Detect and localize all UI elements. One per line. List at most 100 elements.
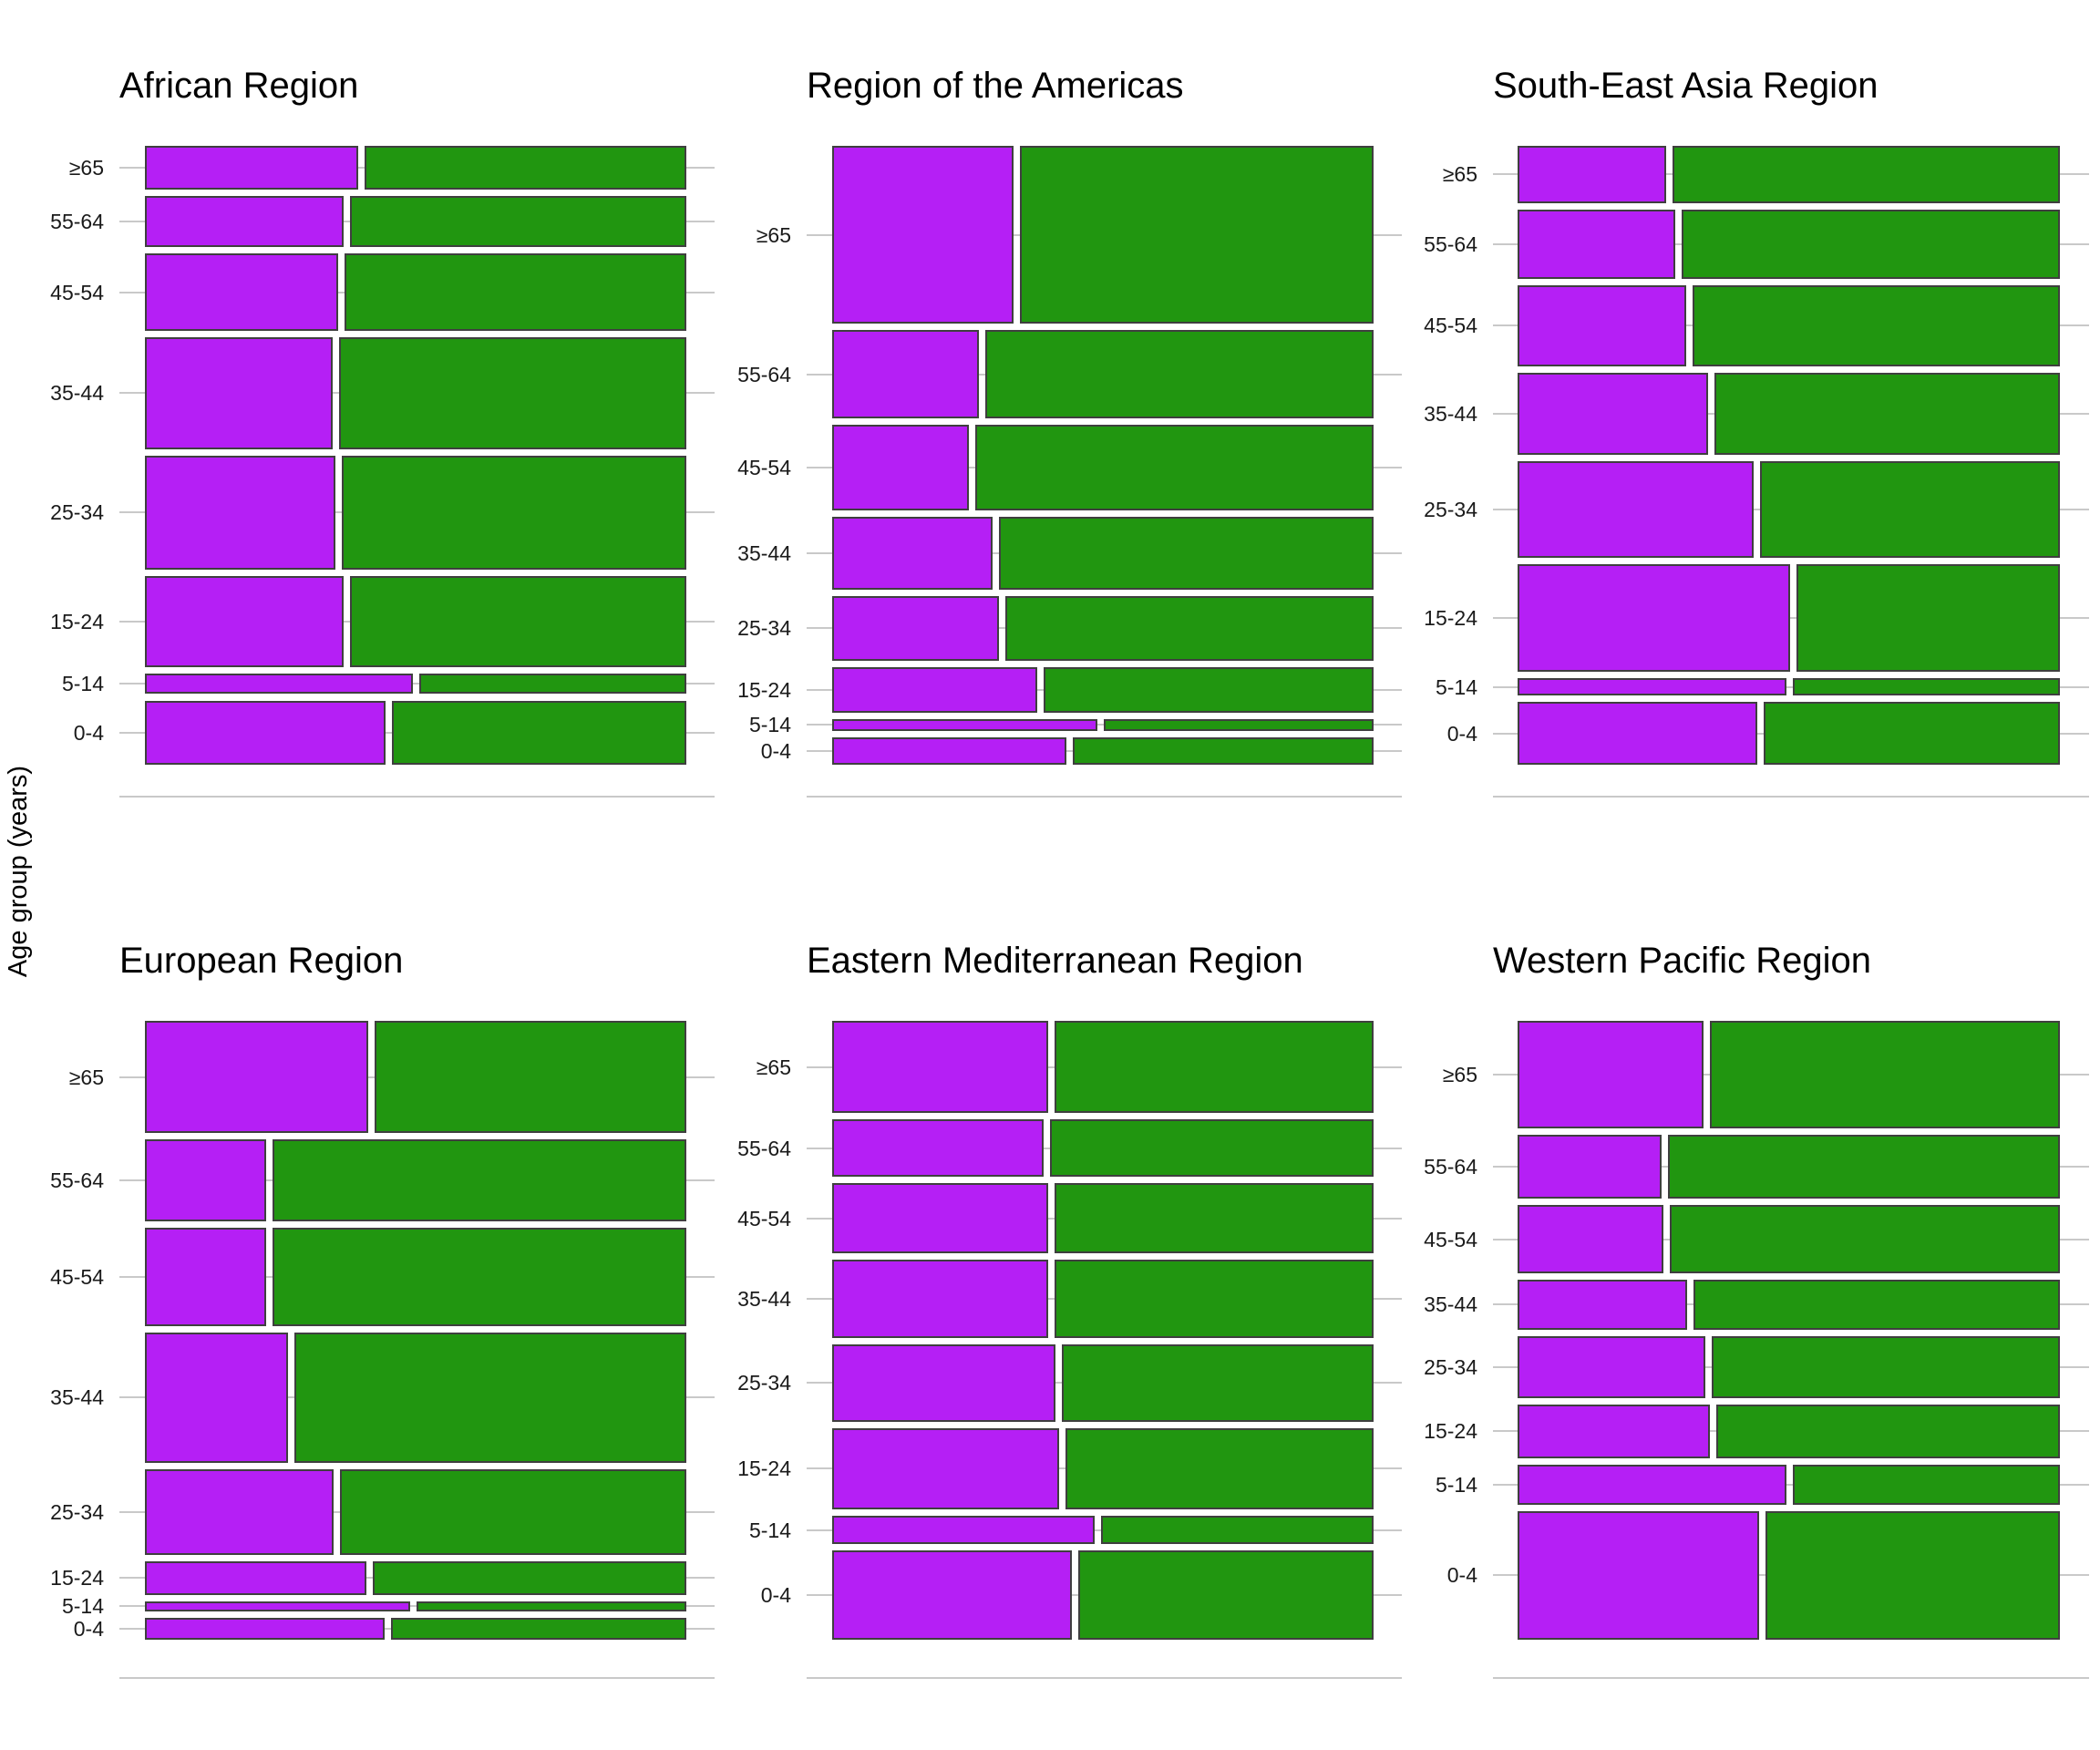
y-tick-label-eastern-mediterranean-region-65: ≥65	[756, 1055, 791, 1079]
bar-green-region-of-the-americas-0-4	[1073, 736, 1374, 765]
bar-purple-region-of-the-americas-65	[832, 146, 1014, 324]
y-tick-label-region-of-the-americas-0-4: 0-4	[760, 738, 791, 763]
bar-purple-african-region-45-54	[145, 252, 338, 332]
y-tick-label-eastern-mediterranean-region-45-54: 45-54	[737, 1206, 791, 1230]
y-tick-label-eastern-mediterranean-region-15-24: 15-24	[737, 1457, 791, 1481]
bar-purple-western-pacific-region-55-64	[1518, 1134, 1662, 1199]
bar-purple-african-region-0-4	[145, 700, 386, 765]
y-tick-label-western-pacific-region-0-4: 0-4	[1446, 1563, 1477, 1588]
bar-purple-african-region-5-14	[145, 674, 413, 695]
bar-green-western-pacific-region-5-14	[1793, 1465, 2060, 1505]
bar-green-western-pacific-region-35-44	[1693, 1279, 2060, 1331]
panel-title-region-of-the-americas: Region of the Americas	[807, 66, 1184, 106]
y-tick-label-region-of-the-americas-15-24: 15-24	[737, 677, 791, 702]
bar-purple-african-region-15-24	[145, 576, 344, 668]
gridline-south-east-asia-region-15-24	[1493, 616, 2089, 619]
bar-green-south-east-asia-region-35-44	[1714, 372, 2060, 455]
y-tick-label-african-region-5-14: 5-14	[61, 672, 104, 696]
y-tick-label-south-east-asia-region-35-44: 35-44	[1424, 401, 1477, 426]
bar-green-western-pacific-region-15-24	[1716, 1404, 2060, 1459]
y-tick-label-region-of-the-americas-25-34: 25-34	[737, 616, 791, 641]
bar-green-european-region-55-64	[273, 1139, 686, 1221]
bar-green-european-region-65	[375, 1021, 686, 1134]
y-tick-label-region-of-the-americas-5-14: 5-14	[748, 713, 791, 737]
bar-green-eastern-mediterranean-region-35-44	[1055, 1260, 1374, 1338]
bar-purple-eastern-mediterranean-region-25-34	[832, 1343, 1055, 1423]
bar-green-african-region-45-54	[345, 252, 686, 332]
y-tick-label-eastern-mediterranean-region-55-64: 55-64	[737, 1136, 791, 1160]
bar-purple-region-of-the-americas-5-14	[832, 718, 1097, 731]
y-tick-label-eastern-mediterranean-region-25-34: 25-34	[737, 1371, 791, 1395]
y-tick-label-european-region-45-54: 45-54	[50, 1264, 104, 1289]
bar-green-european-region-35-44	[294, 1332, 686, 1463]
y-tick-label-south-east-asia-region-65: ≥65	[1442, 162, 1477, 187]
gridline-western-pacific-region-5-14	[1493, 1484, 2089, 1487]
y-tick-label-region-of-the-americas-65: ≥65	[756, 222, 791, 247]
bar-purple-african-region-25-34	[145, 455, 335, 571]
y-tick-label-western-pacific-region-65: ≥65	[1442, 1062, 1477, 1086]
y-tick-label-south-east-asia-region-15-24: 15-24	[1424, 605, 1477, 630]
bar-green-region-of-the-americas-55-64	[985, 330, 1374, 419]
bar-green-african-region-5-14	[419, 674, 686, 695]
bar-purple-european-region-45-54	[145, 1227, 266, 1326]
bar-green-eastern-mediterranean-region-5-14	[1101, 1515, 1374, 1545]
y-tick-label-african-region-45-54: 45-54	[50, 280, 104, 304]
y-tick-label-western-pacific-region-25-34: 25-34	[1424, 1354, 1477, 1379]
bar-purple-european-region-5-14	[145, 1601, 410, 1612]
bar-green-african-region-15-24	[350, 576, 686, 668]
bar-purple-european-region-25-34	[145, 1468, 334, 1556]
y-tick-label-region-of-the-americas-55-64: 55-64	[737, 362, 791, 386]
bar-purple-european-region-35-44	[145, 1332, 288, 1463]
bar-purple-region-of-the-americas-45-54	[832, 425, 969, 510]
bar-purple-european-region-0-4	[145, 1618, 385, 1640]
bar-purple-eastern-mediterranean-region-65	[832, 1021, 1048, 1114]
bar-purple-western-pacific-region-35-44	[1518, 1279, 1687, 1331]
bar-green-eastern-mediterranean-region-55-64	[1050, 1119, 1374, 1178]
bar-purple-european-region-15-24	[145, 1561, 366, 1595]
y-axis-title: Age group (years)	[4, 765, 33, 978]
bar-purple-south-east-asia-region-45-54	[1518, 284, 1686, 366]
bar-green-european-region-15-24	[373, 1561, 686, 1595]
bar-purple-western-pacific-region-45-54	[1518, 1205, 1663, 1273]
bar-purple-eastern-mediterranean-region-5-14	[832, 1515, 1095, 1545]
bar-green-african-region-25-34	[342, 455, 686, 571]
bar-green-eastern-mediterranean-region-65	[1055, 1021, 1374, 1114]
bar-green-african-region-35-44	[339, 337, 686, 449]
bar-purple-region-of-the-americas-15-24	[832, 667, 1037, 713]
bar-green-european-region-5-14	[417, 1601, 686, 1612]
bar-purple-south-east-asia-region-55-64	[1518, 209, 1675, 279]
bar-purple-western-pacific-region-25-34	[1518, 1336, 1705, 1398]
bar-green-south-east-asia-region-65	[1673, 146, 2060, 203]
x-axis-line-region-of-the-americas	[807, 796, 1402, 798]
y-tick-label-african-region-35-44: 35-44	[50, 381, 104, 406]
y-tick-label-south-east-asia-region-5-14: 5-14	[1435, 674, 1477, 699]
bar-green-eastern-mediterranean-region-0-4	[1078, 1550, 1374, 1640]
bar-green-eastern-mediterranean-region-25-34	[1062, 1343, 1374, 1423]
bar-purple-south-east-asia-region-15-24	[1518, 563, 1790, 672]
y-tick-label-south-east-asia-region-55-64: 55-64	[1424, 232, 1477, 256]
x-axis-line-south-east-asia-region	[1493, 796, 2089, 798]
x-axis-line-eastern-mediterranean-region	[807, 1677, 1402, 1679]
y-tick-label-south-east-asia-region-45-54: 45-54	[1424, 314, 1477, 338]
panel-title-western-pacific-region: Western Pacific Region	[1493, 941, 1871, 981]
bar-purple-western-pacific-region-65	[1518, 1021, 1704, 1128]
bar-purple-european-region-65	[145, 1021, 368, 1134]
y-tick-label-european-region-25-34: 25-34	[50, 1499, 104, 1524]
bar-green-european-region-0-4	[391, 1618, 686, 1640]
bar-green-eastern-mediterranean-region-45-54	[1055, 1183, 1374, 1254]
bar-green-region-of-the-americas-45-54	[975, 425, 1374, 510]
x-axis-line-european-region	[119, 1677, 715, 1679]
bar-green-region-of-the-americas-15-24	[1044, 667, 1374, 713]
bar-green-western-pacific-region-55-64	[1668, 1134, 2060, 1199]
bar-purple-western-pacific-region-15-24	[1518, 1404, 1710, 1459]
y-tick-label-south-east-asia-region-25-34: 25-34	[1424, 497, 1477, 521]
bar-purple-south-east-asia-region-35-44	[1518, 372, 1708, 455]
bar-purple-south-east-asia-region-5-14	[1518, 677, 1786, 696]
bar-green-south-east-asia-region-25-34	[1760, 460, 2060, 558]
bar-purple-african-region-35-44	[145, 337, 333, 449]
y-tick-label-european-region-15-24: 15-24	[50, 1566, 104, 1590]
bar-purple-eastern-mediterranean-region-0-4	[832, 1550, 1072, 1640]
bar-green-south-east-asia-region-55-64	[1682, 209, 2060, 279]
bar-purple-south-east-asia-region-65	[1518, 146, 1666, 203]
